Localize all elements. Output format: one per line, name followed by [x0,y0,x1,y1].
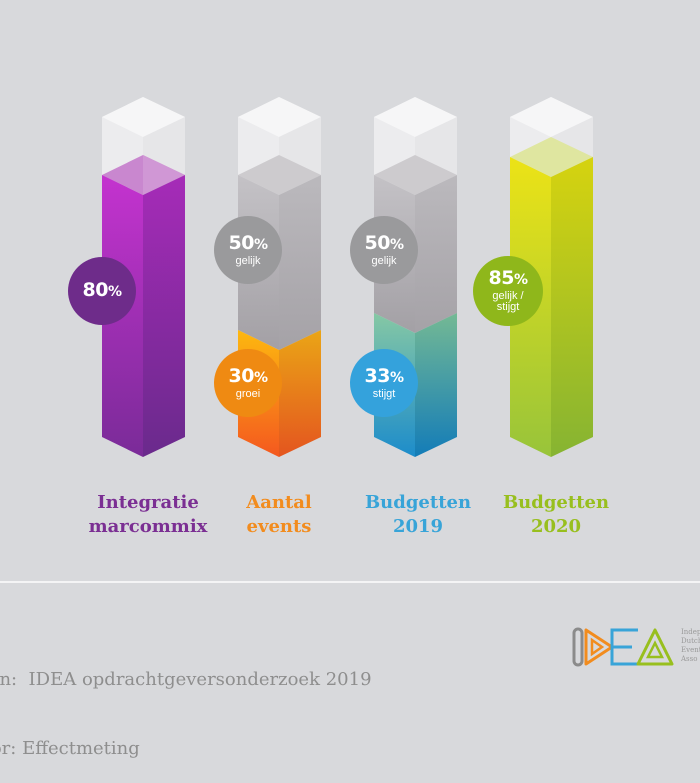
category-label-integratie: Integratie marcommix [88,492,208,537]
source-credit: ron: IDEA opdrachtgeversonderzoek 2019 o… [0,669,372,759]
footer-divider [0,581,700,583]
value-bubble-integratie: 80% [68,257,136,325]
value-bubble-budget2019-gelijk: 50% gelijk [350,216,418,284]
value-bubble-events-gelijk: 50% gelijk [214,216,282,284]
idea-logo-icon [572,627,674,667]
category-label-budget2019: Budgetten 2019 [364,492,472,537]
category-label-events: Aantal events [246,492,312,537]
value-bubble-budget2019-stijgt: 33% stijgt [350,349,418,417]
column-events [238,97,321,457]
bubble-sublabel: gelijk / stijgt [492,290,524,313]
bubble-sublabel: groei [235,387,261,400]
bar-chart [102,97,593,457]
bubble-percent: 50% [364,231,404,254]
bubble-percent: 85% [488,267,528,289]
bubble-percent: 50% [228,231,268,254]
bubble-percent: 33% [364,364,404,387]
value-bubble-budget2020: 85% gelijk / stijgt [473,256,543,326]
bubble-sublabel: stijgt [372,387,396,400]
bubble-percent: 80% [82,278,122,301]
bubble-percent: 30% [228,364,268,387]
value-bubble-events-groei: 30% groei [214,349,282,417]
logo-tagline: Indep Dutch Event Asso [681,628,700,663]
category-label-budget2020: Budgetten 2020 [502,492,610,537]
bubble-sublabel: gelijk [371,254,397,267]
bubble-sublabel: gelijk [235,254,261,267]
